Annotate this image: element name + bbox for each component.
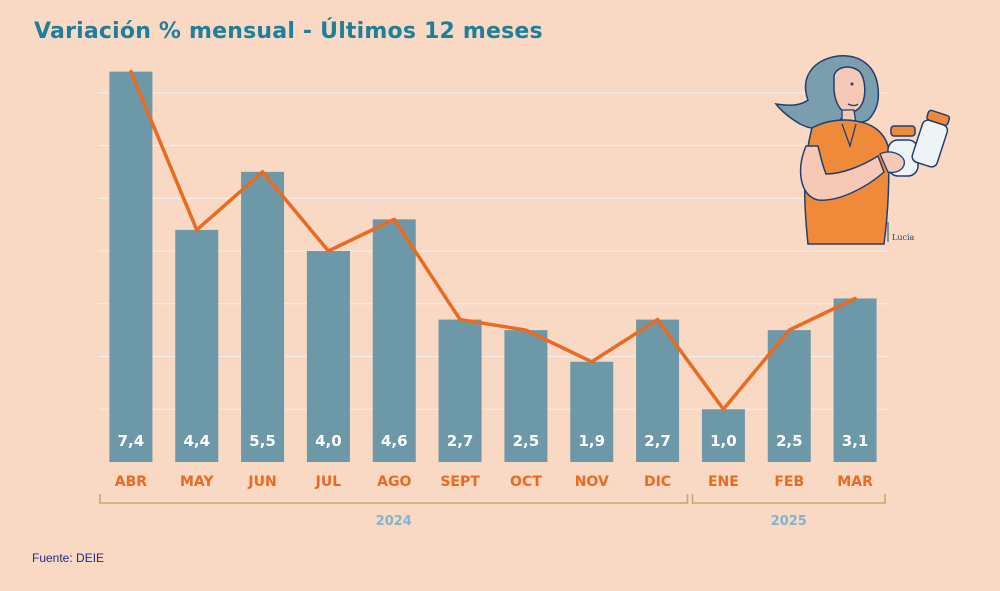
bar-ene (701, 409, 745, 462)
month-label: JUN (247, 474, 276, 490)
bar-nov (570, 361, 614, 462)
illustration-signature: Lucía (892, 233, 915, 242)
source-note: Fuente: DEIE (32, 551, 105, 565)
month-label: AGO (377, 474, 411, 490)
bar-value-label: 7,4 (118, 432, 145, 450)
bar-value-label: 4,6 (381, 432, 408, 450)
month-label: ABR (115, 474, 148, 490)
year-label: 2024 (376, 514, 412, 529)
bar-value-label: 2,7 (644, 432, 671, 450)
month-label: OCT (510, 474, 542, 490)
bar-dic (636, 319, 680, 462)
month-label: SEPT (440, 474, 480, 490)
month-label: DIC (644, 474, 671, 490)
bar-value-label: 1,0 (710, 432, 737, 450)
bar-may (175, 229, 219, 462)
month-label: MAR (837, 474, 873, 490)
bar-feb (767, 330, 811, 462)
bar-abr (109, 71, 153, 463)
year-label: 2025 (771, 514, 807, 529)
month-label: FEB (774, 474, 804, 490)
bar-mar (833, 298, 877, 462)
month-label: ENE (708, 474, 739, 490)
month-label: NOV (575, 474, 609, 490)
month-label: JUL (315, 474, 342, 490)
bar-value-label: 4,0 (315, 432, 342, 450)
bar-ago (372, 219, 416, 462)
bar-value-label: 2,5 (776, 432, 803, 450)
chart-title: Variación % mensual - Últimos 12 meses (34, 19, 543, 44)
trend-line (129, 69, 857, 411)
bar-value-label: 4,4 (183, 432, 210, 450)
year-bracket (691, 494, 886, 504)
bar-value-label: 2,5 (513, 432, 540, 450)
woman-illustration: Lucía (774, 55, 951, 245)
bar-value-label: 1,9 (578, 432, 605, 450)
bar-jul (306, 251, 350, 462)
bar-value-label: 3,1 (842, 432, 869, 450)
year-bracket (99, 494, 689, 504)
month-label: MAY (180, 474, 214, 490)
bar-value-label: 2,7 (447, 432, 474, 450)
bar-value-label: 5,5 (249, 432, 276, 450)
bar-jun (241, 171, 285, 462)
bar-sept (438, 319, 482, 462)
bar-oct (504, 330, 548, 462)
